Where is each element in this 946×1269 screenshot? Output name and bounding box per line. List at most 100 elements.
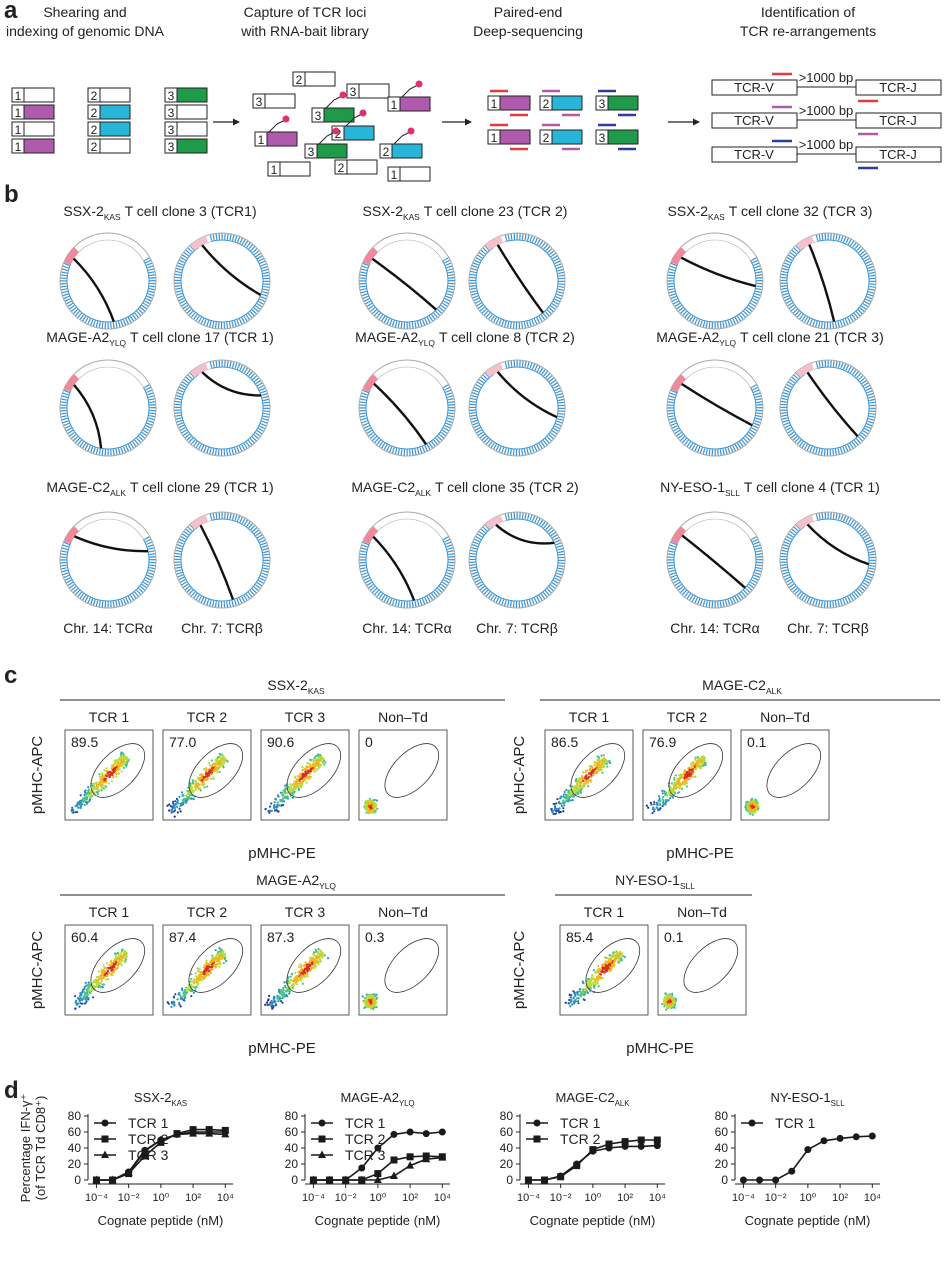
flow-event xyxy=(317,765,319,767)
flow-event xyxy=(614,955,616,957)
title-subscript: YLQ xyxy=(719,338,736,348)
flow-event xyxy=(98,979,100,981)
flow-event xyxy=(97,986,99,988)
rearrangement-chord xyxy=(200,525,233,599)
flow-event xyxy=(669,797,671,799)
flow-event xyxy=(105,770,107,772)
circos-outline xyxy=(60,233,156,329)
flow-event xyxy=(208,963,210,965)
flow-event xyxy=(218,753,220,755)
flow-event xyxy=(590,979,592,981)
segment-number: 3 xyxy=(168,89,175,103)
chart-title: SSX-2KAS xyxy=(134,1090,187,1108)
data-point xyxy=(541,1177,548,1184)
fragment xyxy=(24,139,54,153)
flow-event xyxy=(98,781,100,783)
bait-biotin xyxy=(360,110,367,117)
flow-event xyxy=(205,773,207,775)
flow-event xyxy=(272,1005,274,1007)
title-subscript: YLQ xyxy=(109,338,126,348)
flow-event xyxy=(173,1004,175,1006)
step-title: TCR re-arrangements xyxy=(740,23,876,39)
flow-event xyxy=(83,988,85,990)
flow-event xyxy=(302,769,304,771)
flow-event xyxy=(695,766,697,768)
y-tick-label: 60 xyxy=(285,1125,299,1139)
flow-event xyxy=(111,773,113,775)
flow-event xyxy=(577,790,579,792)
flow-event xyxy=(116,764,118,766)
gate-percent: 0.3 xyxy=(365,929,385,945)
flow-event xyxy=(314,951,316,953)
flow-event xyxy=(119,768,121,770)
flow-event xyxy=(298,787,300,789)
flow-plot-label: TCR 1 xyxy=(584,904,625,920)
flow-event xyxy=(375,804,377,806)
flow-event xyxy=(176,798,178,800)
flow-event xyxy=(210,778,212,780)
flow-event xyxy=(193,992,195,994)
flow-event xyxy=(195,981,197,983)
y-tick-label: 20 xyxy=(715,1157,729,1171)
flow-event xyxy=(285,990,287,992)
flow-event xyxy=(273,805,275,807)
tcr-j-label: TCR-J xyxy=(879,113,917,128)
flow-event xyxy=(277,802,279,804)
segment-number: 3 xyxy=(168,140,175,154)
flow-event xyxy=(570,994,572,996)
flow-event xyxy=(211,767,213,769)
flow-event xyxy=(190,995,192,997)
chromosome-edge xyxy=(67,261,149,323)
flow-event xyxy=(367,997,369,999)
flow-event xyxy=(588,984,590,986)
title-subscript: ALK xyxy=(415,488,431,498)
flow-event xyxy=(371,996,373,998)
flow-event xyxy=(319,763,321,765)
flow-event xyxy=(105,978,107,980)
flow-event xyxy=(374,799,376,801)
flow-event xyxy=(186,989,188,991)
flow-event xyxy=(609,964,611,966)
flow-event xyxy=(114,762,116,764)
flow-event xyxy=(656,802,658,804)
flow-event xyxy=(572,990,574,992)
flow-event xyxy=(203,973,205,975)
flow-event xyxy=(206,965,208,967)
flow-event xyxy=(597,965,599,967)
flow-event xyxy=(289,783,291,785)
flow-event xyxy=(204,975,206,977)
legend-marker xyxy=(534,1136,541,1143)
data-point xyxy=(390,1131,397,1138)
flow-event xyxy=(692,765,694,767)
gate-percent: 87.4 xyxy=(169,929,196,945)
flow-event xyxy=(318,760,320,762)
flow-event xyxy=(280,805,282,807)
x-tick-label: 10⁻² xyxy=(765,1192,787,1204)
flow-event xyxy=(665,791,667,793)
step-title: Capture of TCR loci xyxy=(244,4,367,20)
flow-event xyxy=(591,974,593,976)
flow-event xyxy=(596,759,598,761)
tcr-v-label: TCR-V xyxy=(734,80,774,95)
flow-event xyxy=(316,768,318,770)
flow-event xyxy=(686,785,688,787)
flow-event xyxy=(598,976,600,978)
title-rest: T cell clone 21 (TCR 3) xyxy=(740,329,884,345)
flow-event xyxy=(102,964,104,966)
flow-event xyxy=(77,807,79,809)
title-main: NY-ESO-1 xyxy=(770,1090,830,1105)
flow-event xyxy=(268,995,270,997)
x-tick-label: 10⁴ xyxy=(217,1192,234,1204)
flow-event xyxy=(319,953,321,955)
segment-number: 1 xyxy=(15,106,22,120)
y-axis-label: pMHC-APC xyxy=(511,736,528,815)
flow-event xyxy=(84,1002,86,1004)
x-tick-label: 10⁴ xyxy=(864,1192,881,1204)
flow-event xyxy=(171,806,173,808)
data-point xyxy=(869,1133,876,1140)
circos-outline xyxy=(667,360,763,456)
flow-event xyxy=(108,782,110,784)
flow-event xyxy=(653,801,655,803)
flow-event xyxy=(312,761,314,763)
flow-event xyxy=(373,993,375,995)
